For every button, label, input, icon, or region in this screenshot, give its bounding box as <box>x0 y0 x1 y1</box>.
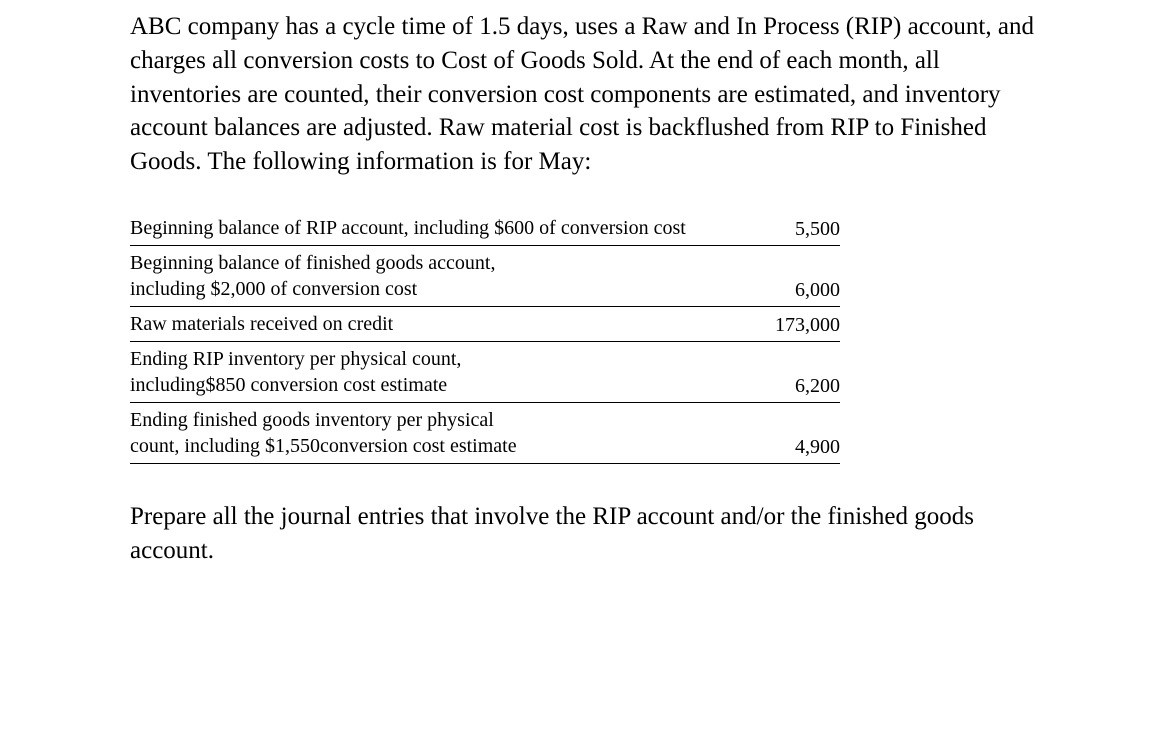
table-row: Ending finished goods inventory per phys… <box>130 402 840 463</box>
table-cell-desc: Raw materials received on credit <box>130 306 750 341</box>
table-cell-value: 4,900 <box>750 402 840 463</box>
table-cell-desc: Beginning balance of finished goods acco… <box>130 245 750 306</box>
table-cell-value: 6,000 <box>750 245 840 306</box>
table-row: Raw materials received on credit 173,000 <box>130 306 840 341</box>
table-cell-desc: Ending finished goods inventory per phys… <box>130 402 750 463</box>
table-cell-value: 6,200 <box>750 341 840 402</box>
table-cell-value: 5,500 <box>750 211 840 246</box>
table-row: Beginning balance of finished goods acco… <box>130 245 840 306</box>
problem-closing-text: Prepare all the journal entries that inv… <box>130 500 1040 568</box>
problem-data-table: Beginning balance of RIP account, includ… <box>130 211 840 464</box>
table-row: Ending RIP inventory per physical count,… <box>130 341 840 402</box>
table-cell-desc: Beginning balance of RIP account, includ… <box>130 211 750 246</box>
table-row: Beginning balance of RIP account, includ… <box>130 211 840 246</box>
problem-intro-text: ABC company has a cycle time of 1.5 days… <box>130 10 1040 179</box>
table-cell-desc: Ending RIP inventory per physical count,… <box>130 341 750 402</box>
table-cell-value: 173,000 <box>750 306 840 341</box>
